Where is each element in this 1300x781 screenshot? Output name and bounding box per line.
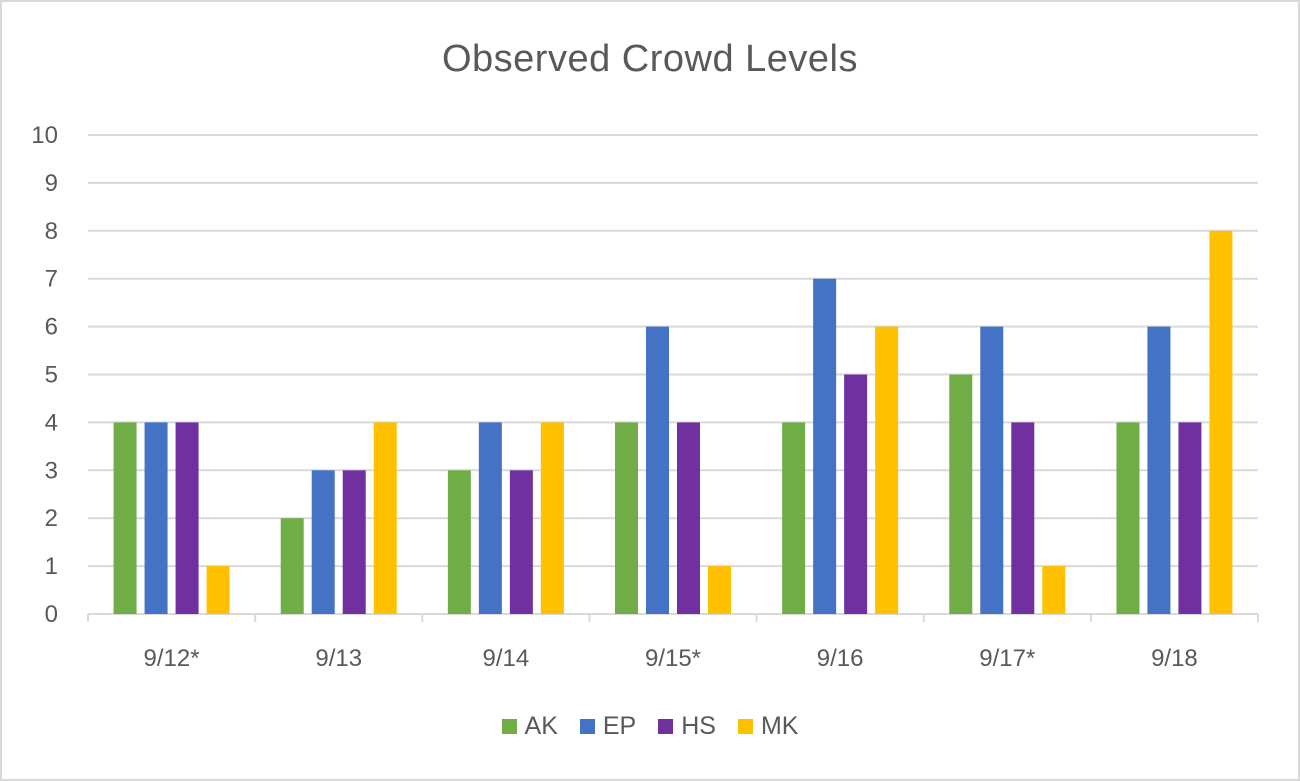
y-tick-label: 9 [45, 170, 58, 197]
bar-hs [1178, 422, 1202, 614]
chart-title: Observed Crowd Levels [441, 38, 858, 80]
bar-mk [206, 566, 230, 614]
legend: AK EP HS MK [0, 712, 1300, 741]
y-tick-label: 0 [45, 601, 58, 628]
x-tick-label: 9/12* [144, 645, 200, 672]
bar-ak [1116, 422, 1140, 614]
bar-ep [980, 326, 1004, 614]
bar-ak [782, 422, 806, 614]
bar-ak [615, 422, 638, 614]
bar-mk [1209, 230, 1233, 615]
legend-label: MK [760, 712, 799, 740]
bar-ep [646, 326, 669, 614]
bar-ep [144, 422, 168, 614]
bar-hs [1011, 422, 1035, 614]
y-tick-label: 6 [45, 314, 58, 341]
bar-ep [1147, 326, 1171, 614]
bar-hs [175, 422, 199, 614]
bar-ep [813, 278, 837, 614]
legend-item: MK [737, 712, 799, 741]
y-tick-label: 10 [31, 122, 58, 149]
bar-ep [478, 422, 502, 614]
bar-hs [844, 374, 868, 614]
legend-swatch [501, 719, 517, 734]
x-tick-label: 9/13 [315, 645, 362, 672]
legend-item: AK [501, 712, 558, 741]
bar-ep [311, 470, 335, 614]
y-tick-label: 5 [45, 362, 58, 389]
bar-hs [677, 422, 700, 614]
bar-mk [540, 422, 564, 614]
legend-swatch [737, 719, 753, 734]
y-tick-label: 7 [45, 266, 58, 293]
x-tick-label: 9/14 [482, 645, 529, 672]
bar-hs [509, 470, 533, 614]
bar-ak [447, 470, 471, 614]
bar-ak [280, 518, 304, 614]
x-tick-label: 9/16 [817, 645, 864, 672]
bar-mk [875, 326, 899, 614]
x-tick-label: 9/17* [979, 645, 1035, 672]
x-tick-label: 9/15* [645, 645, 701, 672]
legend-item: HS [658, 712, 716, 741]
y-tick-label: 3 [45, 457, 58, 484]
x-tick-label: 9/18 [1151, 645, 1198, 672]
legend-swatch [658, 719, 674, 734]
legend-label: HS [681, 712, 716, 740]
legend-swatch [579, 719, 595, 734]
bar-mk [373, 422, 397, 614]
y-tick-label: 1 [45, 553, 58, 580]
bar-ak [113, 422, 137, 614]
bar-hs [342, 470, 366, 614]
bar-mk [708, 566, 731, 614]
y-tick-label: 2 [45, 505, 58, 532]
bar-ak [949, 374, 973, 614]
y-tick-label: 4 [45, 409, 58, 436]
legend-item: EP [579, 712, 637, 741]
legend-label: EP [602, 712, 637, 740]
bar-mk [1042, 566, 1066, 614]
y-tick-label: 8 [45, 218, 58, 245]
legend-label: AK [524, 712, 558, 740]
